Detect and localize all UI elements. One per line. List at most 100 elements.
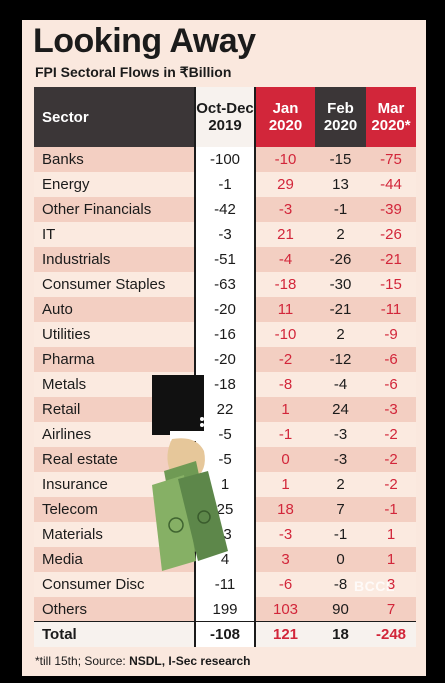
mar-2020-cell: -2	[384, 426, 398, 443]
mar-2020-cell: -44	[380, 176, 402, 193]
watermark: BCCL	[354, 578, 395, 594]
sector-cell: Other Financials	[42, 201, 152, 218]
jan-2020-cell: 1	[281, 476, 290, 493]
mar-2020-cell: 7	[386, 601, 396, 618]
jan-2020-cell: -4	[278, 251, 293, 268]
mar-2020-cell: -15	[380, 276, 402, 293]
mar-2020-cell: 1	[386, 551, 396, 568]
feb-2020-cell: 2	[336, 326, 345, 343]
sector-cell: Consumer Staples	[42, 276, 166, 293]
jan-2020-cell: 1	[281, 401, 290, 418]
feb-2020-cell: 0	[336, 551, 345, 568]
jan-2020-cell: -18	[274, 276, 297, 293]
table-row: Insurance 1 1 2 -2	[34, 472, 416, 497]
sector-cell: Energy	[42, 176, 90, 193]
sector-cell: Banks	[42, 151, 84, 168]
sector-cell: Materials	[42, 526, 103, 543]
header-jan-2020: Jan 2020	[256, 87, 315, 147]
table-row: Utilities -16 -10 2 -9	[34, 322, 416, 347]
hand-with-cash-illustration	[152, 375, 228, 571]
sector-cell: Airlines	[42, 426, 92, 443]
table-row: Banks -100 -10 -15 -75	[34, 147, 416, 172]
footnote: *till 15th; Source: NSDL, I-Sec research	[35, 654, 250, 668]
jan-2020-cell: 18	[277, 501, 294, 518]
mar-2020-cell: -2	[384, 476, 398, 493]
jan-2020-cell: -1	[278, 426, 293, 443]
feb-2020-cell: -26	[329, 251, 352, 268]
sector-cell: Insurance	[42, 476, 108, 493]
jan-2020-cell: -3	[278, 526, 293, 543]
jan-2020-cell: -3	[278, 201, 293, 218]
sector-cell: Telecom	[42, 501, 98, 518]
header-mar-2020-label: Mar 2020*	[371, 100, 411, 134]
table-row: Retail 22 1 24 -3	[34, 397, 416, 422]
oct-dec-2019-cell: -11	[194, 572, 256, 597]
feb-2020-cell: 2	[336, 476, 345, 493]
mar-2020-cell: -75	[380, 151, 402, 168]
mar-2020-cell: 1	[386, 526, 396, 543]
table-row: Consumer Disc -11 -6 -8 3	[34, 572, 416, 597]
table-row: Pharma -20 -2 -12 -6	[34, 347, 416, 372]
jan-2020-cell: 103	[272, 601, 299, 618]
footnote-prefix: *till 15th; Source:	[35, 654, 130, 668]
header-oct-dec-2019-label: Oct-Dec 2019	[196, 100, 254, 134]
feb-2020-cell: -8	[333, 576, 348, 593]
jan-2020-cell: -10	[274, 326, 297, 343]
sector-cell: Pharma	[42, 351, 95, 368]
sector-cell: Retail	[42, 401, 81, 418]
mar-2020-cell: -2	[384, 451, 398, 468]
jan-2020-cell: -8	[278, 376, 293, 393]
jan-2020-cell: -6	[278, 576, 293, 593]
jan-2020-cell: 121	[272, 626, 299, 643]
jan-2020-cell: 21	[277, 226, 294, 243]
jan-2020-cell: 11	[277, 301, 294, 318]
mar-2020-cell: 3	[386, 576, 396, 593]
infographic-card: Looking Away FPI Sectoral Flows in ₹Bill…	[22, 20, 426, 676]
feb-2020-cell: -1	[333, 201, 348, 218]
oct-dec-2019-cell: -3	[194, 222, 256, 247]
footnote-source: NSDL, I-Sec research	[129, 654, 251, 668]
table-row: Others 199 103 90 7	[34, 597, 416, 622]
feb-2020-cell: -12	[329, 351, 352, 368]
sector-cell: Total	[42, 626, 77, 643]
oct-dec-2019-cell: -108	[194, 622, 256, 647]
sector-cell: Industrials	[42, 251, 111, 268]
feb-2020-cell: -3	[333, 426, 348, 443]
feb-2020-cell: 2	[336, 226, 345, 243]
oct-dec-2019-cell: -51	[194, 247, 256, 272]
jan-2020-cell: -10	[274, 151, 297, 168]
feb-2020-cell: -3	[333, 451, 348, 468]
sector-cell: IT	[42, 226, 56, 243]
header-sector-label: Sector	[42, 108, 89, 126]
header-jan-2020-label: Jan 2020	[268, 100, 303, 134]
table-row: Auto -20 11 -21 -11	[34, 297, 416, 322]
jan-2020-cell: 0	[281, 451, 290, 468]
oct-dec-2019-cell: 199	[194, 597, 256, 622]
mar-2020-cell: -26	[380, 226, 402, 243]
mar-2020-cell: -21	[380, 251, 402, 268]
feb-2020-cell: 90	[332, 601, 349, 618]
table-row: Industrials -51 -4 -26 -21	[34, 247, 416, 272]
sector-cell: Media	[42, 551, 83, 568]
oct-dec-2019-cell: -16	[194, 322, 256, 347]
mar-2020-cell: -6	[384, 376, 398, 393]
feb-2020-cell: -21	[329, 301, 352, 318]
sector-cell: Real estate	[42, 451, 118, 468]
table-row: Consumer Staples -63 -18 -30 -15	[34, 272, 416, 297]
mar-2020-cell: -6	[384, 351, 398, 368]
table-row: Other Financials -42 -3 -1 -39	[34, 197, 416, 222]
sector-cell: Consumer Disc	[42, 576, 145, 593]
header-feb-2020: Feb 2020	[315, 87, 366, 147]
suit-sleeve	[152, 375, 204, 435]
table-row: IT -3 21 2 -26	[34, 222, 416, 247]
oct-dec-2019-cell: 22	[194, 397, 256, 422]
oct-dec-2019-cell: -1	[194, 172, 256, 197]
jan-2020-cell: -2	[278, 351, 293, 368]
feb-2020-cell: 18	[332, 626, 349, 643]
feb-2020-cell: -15	[329, 151, 352, 168]
table-row: Airlines -5 -1 -3 -2	[34, 422, 416, 447]
header-oct-dec-2019: Oct-Dec 2019	[194, 87, 256, 147]
sector-cell: Metals	[42, 376, 87, 393]
table-row-total: Total -108 121 18 -248	[34, 622, 416, 647]
feb-2020-cell: 7	[336, 501, 345, 518]
